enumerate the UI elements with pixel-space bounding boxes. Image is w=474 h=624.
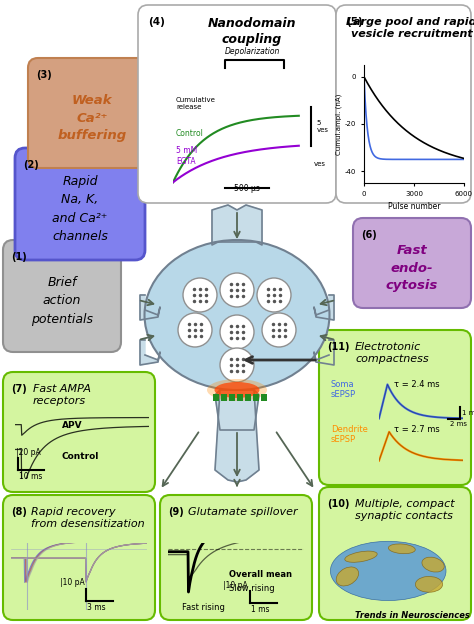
Text: 5 mM
EGTA: 5 mM EGTA [176,147,197,166]
Text: Cumulative
release: Cumulative release [176,97,216,110]
FancyBboxPatch shape [3,240,121,352]
Text: Control: Control [176,129,204,138]
FancyBboxPatch shape [3,372,155,492]
Text: (4): (4) [148,17,165,27]
Text: 1 mV: 1 mV [462,410,474,416]
Bar [245,394,251,401]
Text: (9): (9) [168,507,184,517]
Polygon shape [314,295,334,320]
Text: Brief
action
potentials: Brief action potentials [31,276,93,326]
FancyBboxPatch shape [160,495,312,620]
Text: Slow rising: Slow rising [229,584,275,593]
FancyBboxPatch shape [353,218,471,308]
Text: (10): (10) [327,499,349,509]
Text: Fast AMPA
receptors: Fast AMPA receptors [33,384,91,406]
FancyBboxPatch shape [138,5,336,203]
FancyBboxPatch shape [3,495,155,620]
FancyBboxPatch shape [15,148,145,260]
Text: 500 μs: 500 μs [234,184,260,193]
Text: Control: Control [62,452,99,461]
Text: Rapid recovery
from desensitization: Rapid recovery from desensitization [31,507,145,529]
Polygon shape [314,340,334,365]
Circle shape [183,278,217,312]
Text: Overall mean: Overall mean [229,570,292,579]
Text: τ = 2.7 ms: τ = 2.7 ms [394,425,440,434]
Bar [261,394,267,401]
Text: Weak
Ca²⁺
buffering: Weak Ca²⁺ buffering [57,94,127,142]
Ellipse shape [415,577,443,592]
Text: (11): (11) [327,342,349,352]
Text: APV: APV [62,421,82,430]
Polygon shape [212,205,262,245]
Circle shape [178,313,212,347]
Circle shape [220,273,254,307]
FancyBboxPatch shape [28,58,156,168]
Ellipse shape [207,379,267,401]
Polygon shape [140,295,160,320]
Text: (7): (7) [11,384,27,394]
Text: Trends in Neurosciences: Trends in Neurosciences [355,611,470,620]
Circle shape [257,278,291,312]
Text: (1): (1) [11,252,27,262]
Ellipse shape [336,567,359,586]
Ellipse shape [145,240,329,390]
Text: Nanodomain
coupling: Nanodomain coupling [208,17,296,46]
Ellipse shape [422,557,444,572]
Text: (2): (2) [23,160,39,170]
Ellipse shape [215,382,259,398]
Text: Rapid
Na, K,
and Ca²⁺
channels: Rapid Na, K, and Ca²⁺ channels [52,175,108,243]
X-axis label: Pulse number: Pulse number [388,202,440,211]
Bar [253,394,259,401]
Circle shape [220,348,254,382]
Text: 10 ms: 10 ms [19,472,42,481]
Polygon shape [140,340,160,365]
Text: (5): (5) [346,17,363,27]
Circle shape [262,313,296,347]
Text: τ = 2.4 ms: τ = 2.4 ms [394,380,439,389]
Text: Multiple, compact
synaptic contacts: Multiple, compact synaptic contacts [355,499,455,522]
FancyBboxPatch shape [336,5,471,203]
Text: Depolarization: Depolarization [225,47,281,56]
Text: Glutamate spillover: Glutamate spillover [188,507,298,517]
Bar [213,394,219,401]
Text: ves: ves [314,161,326,167]
Text: Electrotonic
compactness: Electrotonic compactness [355,342,428,364]
Text: (8): (8) [11,507,27,517]
Text: 1 ms: 1 ms [251,605,269,614]
Text: Dendrite
sEPSP: Dendrite sEPSP [331,425,368,444]
Text: 3 ms: 3 ms [87,603,106,612]
Text: Soma
sEPSP: Soma sEPSP [331,380,356,399]
Text: Fast rising: Fast rising [182,603,225,612]
Bar [237,394,243,401]
Text: (3): (3) [36,70,52,80]
Bar [221,394,227,401]
FancyBboxPatch shape [319,487,471,620]
Bar [229,394,235,401]
Text: Large pool and rapid
vesicle recruitment: Large pool and rapid vesicle recruitment [346,17,474,39]
Polygon shape [215,390,259,482]
Text: Fast
endo-
cytosis: Fast endo- cytosis [386,243,438,293]
Text: |10 pA: |10 pA [223,581,248,590]
FancyBboxPatch shape [319,330,471,485]
Circle shape [220,315,254,349]
Text: (6): (6) [361,230,377,240]
Ellipse shape [345,551,377,562]
Y-axis label: Cumul.ampl. (nA): Cumul.ampl. (nA) [336,94,342,155]
Text: 5
ves: 5 ves [317,120,328,133]
Text: |10 pA: |10 pA [60,578,84,587]
Ellipse shape [330,541,446,600]
Polygon shape [215,390,259,430]
Ellipse shape [388,544,415,553]
Text: 2 ms: 2 ms [449,421,466,427]
Text: |20 pA: |20 pA [16,448,41,457]
